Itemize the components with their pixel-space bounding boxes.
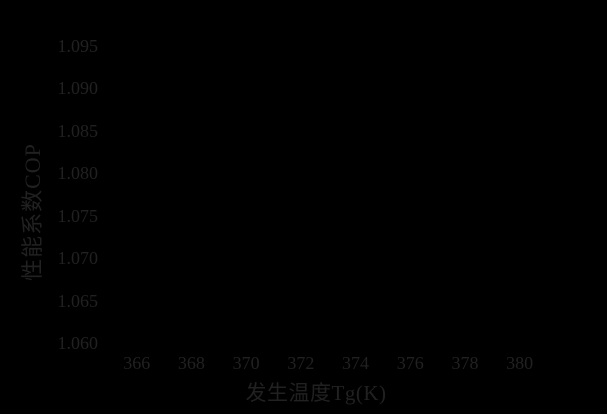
- y-tick-label: 1.065: [57, 290, 99, 311]
- x-tick-label: 370: [232, 353, 260, 373]
- x-tick-label: 366: [123, 353, 151, 373]
- x-axis-title: 发生温度Tg(K): [245, 381, 387, 405]
- x-tick-label: 380: [506, 353, 534, 373]
- x-tick-label: 368: [177, 353, 205, 373]
- y-tick-label: 1.095: [57, 35, 99, 56]
- y-tick-label: 1.070: [57, 248, 99, 269]
- x-tick-label: 374: [342, 353, 370, 373]
- y-axis-title: 性能系数COP: [20, 143, 45, 281]
- y-tick-label: 1.060: [57, 333, 99, 353]
- y-tick-label: 1.090: [57, 78, 99, 99]
- y-tick-label: 1.080: [57, 163, 99, 184]
- x-tick-label: 376: [396, 353, 424, 373]
- x-tick-label: 372: [287, 353, 315, 373]
- plot-area: [110, 20, 546, 347]
- x-tick-label: 378: [451, 353, 479, 373]
- y-tick-label: 1.085: [57, 120, 99, 141]
- y-tick-label: 1.075: [57, 205, 99, 226]
